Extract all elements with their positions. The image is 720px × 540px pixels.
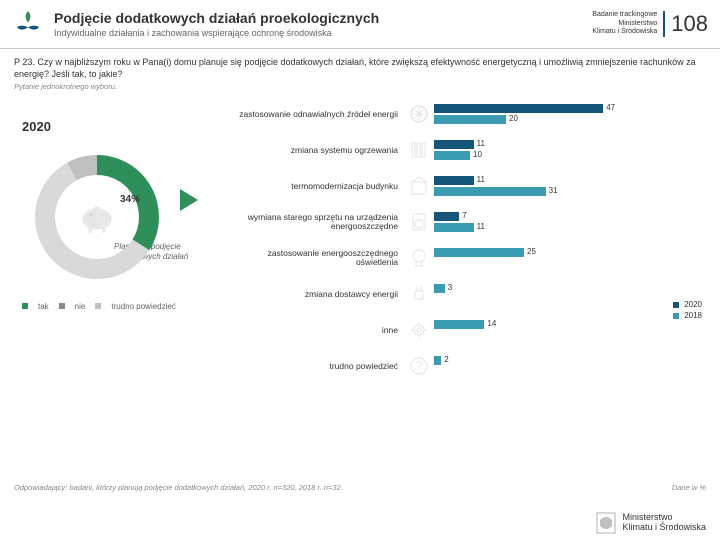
bar-label: trudno powiedzieć (224, 362, 404, 371)
bar-area: 1110 (434, 138, 706, 162)
bar-label: zmiana systemu ogrzewania (224, 146, 404, 155)
bar-area: 2 (434, 354, 706, 378)
bar-label: wymiana starego sprzętu na urządzenia en… (224, 213, 404, 232)
legend-item: 2020 (673, 300, 702, 309)
donut-value-label: 34% (120, 194, 140, 205)
bar-row: trudno powiedzieć 2 (224, 353, 706, 379)
bar-label: zmiana dostawcy energii (224, 290, 404, 299)
play-icon (176, 187, 202, 213)
ministry-name: MinisterstwoKlimatu i Środowiska (622, 513, 706, 533)
bar-row: zmiana dostawcy energii 3 (224, 281, 706, 307)
year-label: 2020 (22, 119, 214, 134)
piggy-bank-icon (76, 196, 118, 238)
legend-item: trudno powiedzieć (95, 302, 175, 311)
emblem-icon (596, 512, 616, 534)
bar-label: zastosowanie energooszczędnego oświetlen… (224, 249, 404, 268)
bar-row: termomodernizacja budynku 1131 (224, 173, 706, 199)
donut-chart: 34% (22, 142, 172, 292)
footer-unit: Dane w % (672, 483, 706, 492)
legend-item: tak (22, 302, 49, 311)
header-source: Badanie trackingowe Ministerstwo Klimatu… (592, 11, 665, 36)
source-line-3: Klimatu i Środowiska (592, 28, 657, 36)
footer-respondents: Odpowiadający: badani, którzy planują po… (14, 483, 343, 492)
bar-label: zastosowanie odnawialnych źródeł energii (224, 110, 404, 119)
bar-label: inne (224, 326, 404, 335)
page-number: 108 (671, 11, 708, 37)
question-icon (408, 355, 430, 377)
energy-icon (408, 103, 430, 125)
bar-label: termomodernizacja budynku (224, 182, 404, 191)
ministry-logo: MinisterstwoKlimatu i Środowiska (596, 512, 706, 534)
bar-area: 711 (434, 210, 706, 234)
left-column: 2020 34% Planujący podjęcie dodatkowych … (14, 101, 214, 389)
bar-area: 3 (434, 282, 706, 306)
source-line-2: Ministerstwo (592, 20, 657, 28)
bar-legend: 2020 2018 (673, 300, 702, 322)
bulb-icon (408, 247, 430, 269)
source-line-1: Badanie trackingowe (592, 11, 657, 19)
legend-item: 2018 (673, 311, 702, 320)
header-text: Podjęcie dodatkowych działań proekologic… (54, 10, 592, 38)
header: Podjęcie dodatkowych działań proekologic… (0, 0, 720, 49)
bar-chart: zastosowanie odnawialnych źródeł energii… (214, 101, 706, 389)
bar-area: 1131 (434, 174, 706, 198)
question-text: P 23. Czy w najbliższym roku w Pana(i) d… (0, 49, 720, 82)
leaf-hands-icon (12, 8, 44, 40)
building-icon (408, 175, 430, 197)
page-subtitle: Indywidualne działania i zachowania wspi… (54, 28, 592, 38)
bar-row: zmiana systemu ogrzewania 1110 (224, 137, 706, 163)
bar-row: zastosowanie energooszczędnego oświetlen… (224, 245, 706, 271)
question-note: Pytanie jednokrotnego wyboru. (0, 82, 720, 97)
heating-icon (408, 139, 430, 161)
gear-icon (408, 319, 430, 341)
bar-row: inne 14 (224, 317, 706, 343)
bar-row: wymiana starego sprzętu na urządzenia en… (224, 209, 706, 235)
plug-icon (408, 283, 430, 305)
donut-legend: tak nie trudno powiedzieć (22, 302, 214, 311)
appliance-icon (408, 211, 430, 233)
main-content: 2020 34% Planujący podjęcie dodatkowych … (0, 97, 720, 389)
bar-area: 4720 (434, 102, 706, 126)
page-title: Podjęcie dodatkowych działań proekologic… (54, 10, 592, 26)
bar-area: 14 (434, 318, 706, 342)
bar-row: zastosowanie odnawialnych źródeł energii… (224, 101, 706, 127)
legend-item: nie (59, 302, 86, 311)
bar-area: 25 (434, 246, 706, 270)
